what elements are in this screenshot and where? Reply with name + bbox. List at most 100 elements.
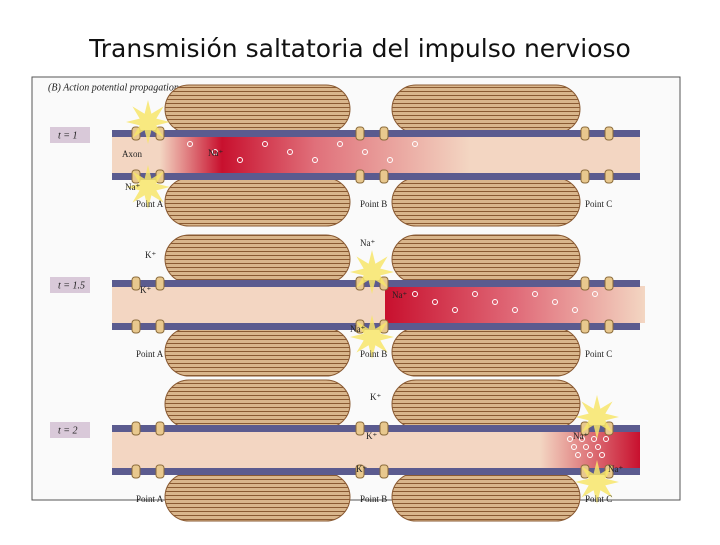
ion-channel	[131, 464, 141, 479]
ion-dot	[603, 436, 609, 442]
ion-label: K⁺	[140, 285, 151, 295]
ion-label: Na⁺	[125, 182, 140, 192]
depolarized-region	[540, 431, 640, 468]
ion-dot	[412, 291, 418, 297]
ion-label: K⁺	[366, 431, 377, 441]
ion-channel	[379, 126, 389, 141]
ion-channel	[355, 464, 365, 479]
ion-dot	[572, 307, 578, 313]
myelin-sheath	[391, 234, 581, 284]
ion-channel	[580, 319, 590, 334]
ion-dot	[237, 157, 243, 163]
ion-channel	[131, 276, 141, 291]
depolarized-region	[385, 286, 645, 323]
ion-dot	[599, 452, 605, 458]
myelin-sheath	[391, 379, 581, 429]
action-spark	[350, 315, 394, 359]
myelin-sheath	[164, 234, 351, 284]
ion-channel	[131, 319, 141, 334]
ion-channel	[155, 421, 165, 436]
time-box	[50, 277, 90, 293]
time-box	[50, 422, 90, 438]
ion-dot	[583, 444, 589, 450]
ion-channel	[379, 421, 389, 436]
point-label: Point C	[585, 349, 612, 359]
point-label: Point A	[136, 199, 164, 209]
myelin-sheath	[391, 472, 581, 522]
ion-dot	[567, 436, 573, 442]
ion-dot	[579, 436, 585, 442]
ion-dot	[512, 307, 518, 313]
action-spark	[350, 250, 394, 294]
point-label: Point A	[136, 494, 164, 504]
ion-dot	[592, 291, 598, 297]
point-label: Point B	[360, 199, 387, 209]
point-label: Point A	[136, 349, 164, 359]
ion-channel	[155, 464, 165, 479]
ion-label: Na⁺	[350, 324, 365, 334]
membrane	[112, 425, 640, 432]
ion-dot	[595, 444, 601, 450]
slide-title: Transmisión saltatoria del impulso nervi…	[88, 34, 631, 63]
ion-channel	[155, 319, 165, 334]
figure-caption: (B) Action potential propagation	[48, 82, 179, 93]
depolarized-region	[160, 136, 470, 173]
ion-label: K⁺	[356, 464, 367, 474]
ion-channel	[580, 276, 590, 291]
ion-dot	[387, 157, 393, 163]
myelin-sheath	[164, 327, 351, 377]
point-label: Point C	[585, 199, 612, 209]
point-label: Point B	[360, 349, 387, 359]
ion-channel	[604, 126, 614, 141]
ion-dot	[312, 157, 318, 163]
time-label: t = 1	[58, 130, 78, 141]
ion-label: Na⁺	[573, 431, 588, 441]
ion-dot	[492, 299, 498, 305]
ion-dot	[262, 141, 268, 147]
membrane	[112, 173, 640, 180]
myelin-sheath	[164, 177, 351, 227]
action-spark	[575, 395, 619, 439]
ion-dot	[571, 444, 577, 450]
ion-dot	[187, 141, 193, 147]
ion-dot	[575, 452, 581, 458]
ion-channel	[604, 276, 614, 291]
ion-channel	[355, 169, 365, 184]
axon-label: Axon	[122, 149, 142, 159]
ion-dot	[452, 307, 458, 313]
ion-channel	[580, 126, 590, 141]
ion-dot	[587, 452, 593, 458]
ion-dot	[362, 149, 368, 155]
ion-label: Na⁺	[392, 290, 407, 300]
ion-channel	[155, 276, 165, 291]
ion-label: Na⁺	[208, 148, 223, 158]
ion-label: Na⁺	[360, 238, 375, 248]
ion-dot	[212, 149, 218, 155]
membrane	[112, 280, 640, 287]
ion-label: K⁺	[145, 250, 156, 260]
point-label: Point C	[585, 494, 612, 504]
myelin-sheath	[164, 379, 351, 429]
ion-dot	[472, 291, 478, 297]
ion-dot	[532, 291, 538, 297]
point-label: Point B	[360, 494, 387, 504]
membrane	[112, 323, 640, 330]
ion-channel	[131, 421, 141, 436]
time-box	[50, 127, 90, 143]
ion-dot	[337, 141, 343, 147]
myelin-sheath	[391, 327, 581, 377]
membrane	[112, 130, 640, 137]
ion-channel	[604, 169, 614, 184]
ion-channel	[580, 169, 590, 184]
ion-dot	[552, 299, 558, 305]
ion-channel	[379, 464, 389, 479]
myelin-sheath	[391, 84, 581, 134]
action-spark	[575, 460, 619, 504]
ion-dot	[432, 299, 438, 305]
myelin-sheath	[164, 84, 351, 134]
ion-channel	[355, 126, 365, 141]
ion-dot	[591, 436, 597, 442]
action-spark	[126, 100, 170, 144]
